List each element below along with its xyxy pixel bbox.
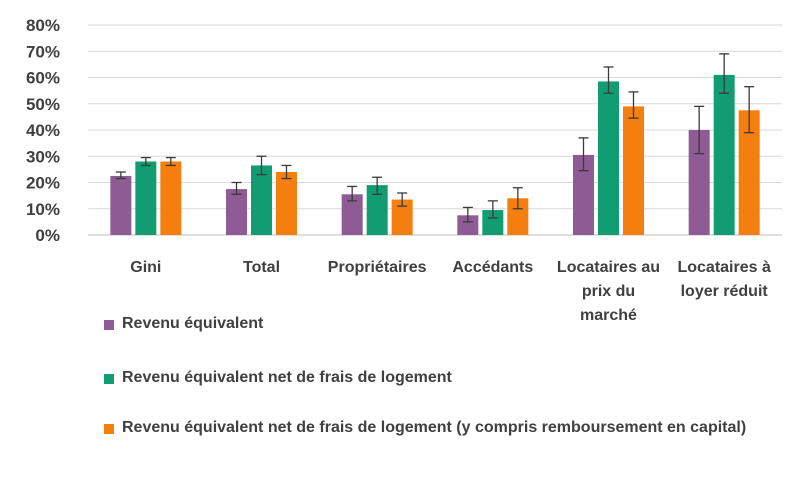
error-bar [231,181,242,195]
gridlines [88,24,782,236]
bar [457,215,479,235]
category-label: Gini [130,259,161,276]
bar [507,198,529,235]
legend-item-net-frais-logement: Revenu équivalent net de frais de logeme… [104,366,452,390]
y-tick-label: 20% [26,174,60,193]
y-tick-label: 40% [26,121,60,140]
error-bar [628,91,639,119]
legend-swatch [104,374,114,384]
error-bar [462,206,473,223]
bar [391,199,413,235]
bar [135,161,157,235]
error-bar [115,171,126,180]
category-label: Propriétaires [328,259,427,276]
y-tick-label: 30% [26,147,60,166]
category-label: Locataires à loyer réduit [677,259,770,300]
legend-item-net-frais-logement-remboursement: Revenu équivalent net de frais de logeme… [104,416,746,440]
error-bar [140,156,151,167]
error-bar [578,137,589,172]
error-bars [115,53,755,223]
category-label: Total [243,259,280,276]
bar [482,210,504,235]
error-bar [603,66,614,94]
legend-label: Revenu équivalent net de frais de logeme… [122,369,452,386]
error-bar [694,105,705,155]
y-axis-ticks: 0% 10% 20% 30% 40% 50% 60% 70% 80% [26,16,60,245]
error-bar [744,86,755,134]
error-bar [256,155,267,176]
legend-item-revenu-equivalent: Revenu équivalent [104,312,263,336]
legend-label: Revenu équivalent net de frais de logeme… [122,419,747,436]
bar [366,185,388,235]
bar [341,194,363,235]
bar [738,110,760,235]
bar [573,154,594,235]
bars [110,74,760,235]
x-axis-categories: Gini Total Propriétaires Accédants Locataire… [130,259,771,324]
y-tick-label: 70% [26,42,60,61]
y-tick-label: 10% [26,200,60,219]
bar [251,165,272,235]
bar [713,74,735,235]
bar [276,172,297,235]
error-bar [719,53,730,94]
bar [623,106,644,235]
error-bar [512,187,523,210]
legend-swatch [104,320,114,330]
y-tick-label: 60% [26,69,60,88]
bar [226,189,247,235]
bar [688,130,710,235]
bar [160,161,182,235]
category-label: Accédants [452,259,533,276]
legend-swatch [104,424,114,434]
error-bar [165,156,176,167]
y-tick-label: 50% [26,95,60,114]
bar [110,175,132,235]
legend-label: Revenu équivalent [122,315,264,332]
error-bar [397,192,408,207]
error-bar [347,185,358,202]
error-bar [372,176,383,195]
y-tick-label: 80% [26,16,60,35]
y-tick-label: 0% [35,226,60,245]
bar [598,81,619,235]
error-bar [487,200,498,219]
category-label: Locataires au prix du marché [557,259,660,324]
error-bar [281,164,292,180]
